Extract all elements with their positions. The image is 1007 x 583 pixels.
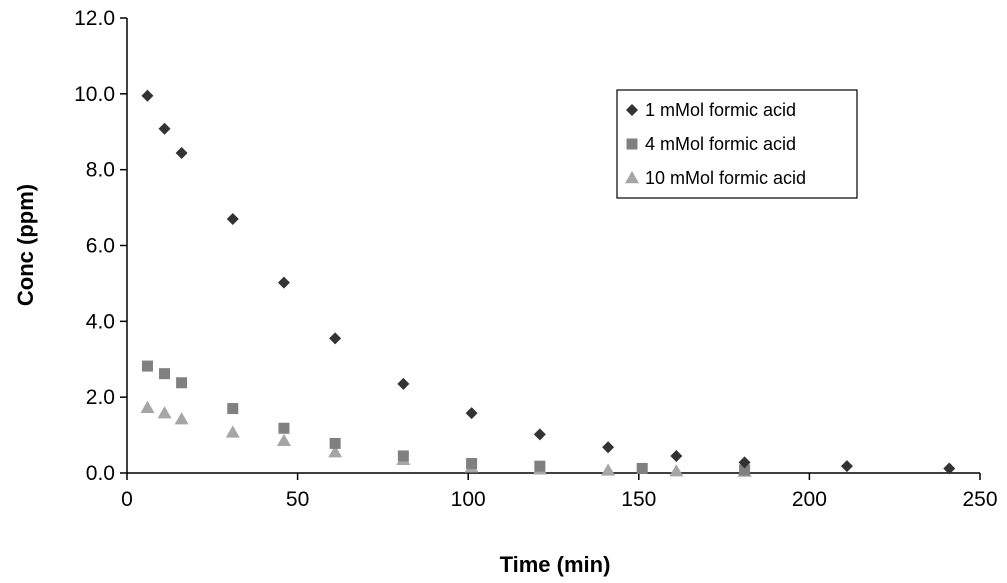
data-point-triangle: [601, 463, 616, 476]
data-point-triangle: [276, 433, 291, 447]
data-point-diamond: [602, 441, 615, 454]
x-tick-label: 50: [286, 488, 309, 511]
x-axis-title: Time (min): [500, 552, 611, 577]
data-point-square: [329, 437, 341, 449]
legend-entry: 4 mMol formic acid: [645, 134, 796, 154]
data-point-diamond: [670, 449, 683, 462]
data-point-diamond: [175, 146, 188, 159]
data-point-square: [159, 368, 171, 380]
y-axis-title: Conc (ppm): [13, 184, 38, 306]
data-point-diamond: [277, 276, 290, 289]
data-point-diamond: [158, 122, 171, 135]
data-point-diamond: [141, 89, 154, 102]
data-point-diamond: [329, 332, 342, 345]
x-tick-label: 100: [451, 488, 486, 511]
data-point-triangle: [157, 406, 172, 419]
data-point-triangle: [328, 445, 343, 458]
data-point-triangle: [174, 412, 189, 425]
data-point-square: [534, 460, 546, 472]
data-point-square: [227, 403, 239, 415]
data-points: [140, 89, 956, 477]
x-tick-label: 150: [621, 488, 656, 511]
data-point-square: [739, 464, 751, 476]
y-tick-label: 6.0: [86, 235, 115, 258]
data-point-triangle: [669, 464, 684, 477]
axes: [120, 17, 981, 480]
data-point-diamond: [738, 456, 751, 469]
data-point-triangle: [140, 400, 155, 414]
legend-marker-triangle: [625, 171, 639, 184]
data-point-square: [141, 360, 153, 372]
y-tick-label: 8.0: [86, 159, 115, 182]
y-tick-label: 10.0: [74, 83, 115, 106]
legend-entry: 10 mMol formic acid: [645, 168, 806, 188]
data-point-diamond: [465, 407, 478, 420]
x-tick-label: 200: [792, 488, 827, 511]
y-tick-label: 0.0: [86, 462, 115, 485]
data-point-square: [636, 462, 648, 474]
data-point-square: [466, 458, 478, 470]
legend-entry: 1 mMol formic acid: [645, 100, 796, 120]
x-tick-label: 250: [962, 488, 997, 511]
data-point-diamond: [840, 460, 853, 473]
data-point-diamond: [943, 462, 956, 475]
y-tick-label: 2.0: [86, 386, 115, 409]
data-point-diamond: [226, 212, 239, 225]
legend: 1 mMol formic acid 4 mMol formic acid 10 m…: [616, 89, 858, 199]
legend-box: [616, 89, 858, 199]
data-point-square: [278, 422, 290, 434]
y-tick-label: 12.0: [74, 7, 115, 30]
tick-labels: 0.0 2.0 4.0 6.0 8.0 10.0 12.0 0 50 100 150 200 250: [74, 7, 997, 511]
data-point-square: [176, 377, 188, 389]
data-point-triangle: [225, 425, 240, 438]
data-point-diamond: [397, 377, 410, 390]
data-point-diamond: [533, 428, 546, 441]
x-tick-label: 0: [121, 488, 133, 511]
y-tick-label: 4.0: [86, 310, 115, 333]
legend-marker-diamond: [626, 104, 638, 116]
data-point-square: [397, 450, 409, 462]
legend-marker-square: [626, 138, 638, 150]
